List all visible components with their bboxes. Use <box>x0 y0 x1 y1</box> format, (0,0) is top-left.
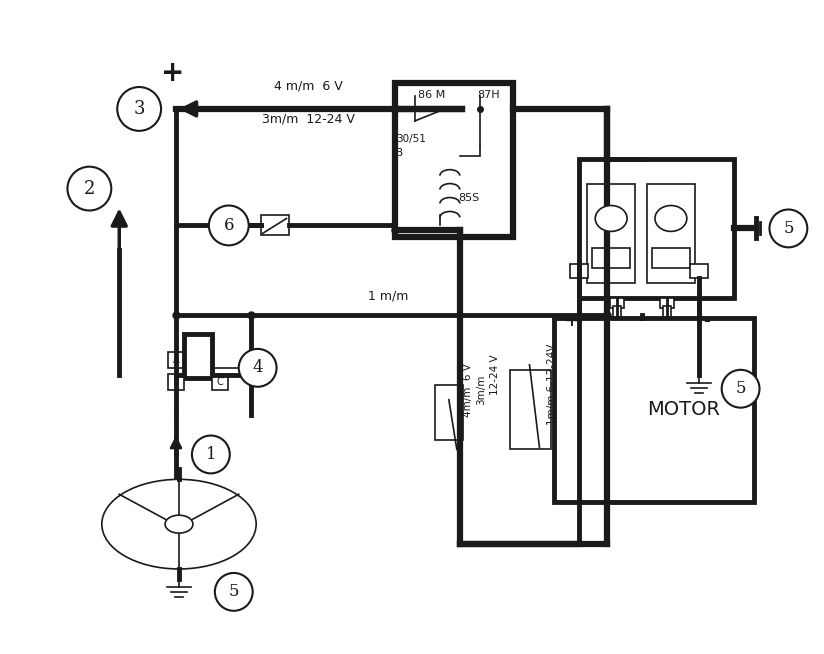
Text: 30/51: 30/51 <box>396 134 426 144</box>
Circle shape <box>239 349 277 387</box>
Bar <box>660 298 674 308</box>
Text: B: B <box>396 148 403 158</box>
Text: 5: 5 <box>783 220 794 237</box>
Bar <box>212 374 227 390</box>
Bar <box>690 264 708 278</box>
Circle shape <box>117 87 161 131</box>
Bar <box>509 370 551 449</box>
Text: 1: 1 <box>205 446 216 463</box>
Ellipse shape <box>595 205 627 232</box>
Text: C: C <box>217 377 223 387</box>
Text: 87H: 87H <box>478 90 500 100</box>
Text: 4 m/m  6 V: 4 m/m 6 V <box>274 80 343 93</box>
Text: 3m/m  12-24 V: 3m/m 12-24 V <box>262 113 355 126</box>
Text: 1 m/m: 1 m/m <box>368 289 408 302</box>
Bar <box>613 306 621 318</box>
Bar <box>555 318 753 502</box>
Text: +: + <box>162 59 185 87</box>
Bar <box>663 306 671 318</box>
Circle shape <box>215 573 253 611</box>
Text: MOTOR: MOTOR <box>648 400 720 419</box>
Ellipse shape <box>655 205 687 232</box>
Bar <box>395 83 513 237</box>
Text: 12-24 V: 12-24 V <box>489 354 499 395</box>
Text: 3: 3 <box>133 100 145 118</box>
Bar <box>260 215 288 235</box>
Text: 4m/m  6 V: 4m/m 6 V <box>463 363 473 417</box>
Bar <box>184 334 212 378</box>
Text: 5: 5 <box>228 583 239 600</box>
Bar <box>168 352 184 368</box>
Text: -: - <box>704 312 710 330</box>
Circle shape <box>192 436 230 473</box>
Circle shape <box>68 167 111 211</box>
Text: 2: 2 <box>84 180 95 198</box>
Text: 86 M: 86 M <box>418 90 445 100</box>
Bar <box>652 249 690 268</box>
Circle shape <box>722 370 760 407</box>
Bar <box>592 249 630 268</box>
Bar <box>610 298 624 308</box>
Text: +: + <box>564 312 578 330</box>
Text: 4: 4 <box>252 359 263 376</box>
Text: 85S: 85S <box>458 192 479 203</box>
Text: 6: 6 <box>223 217 234 234</box>
Text: A: A <box>173 355 180 365</box>
Text: 1m/m 6-12-24V: 1m/m 6-12-24V <box>547 344 557 426</box>
Text: 5: 5 <box>735 380 746 397</box>
Bar <box>570 264 588 278</box>
Bar <box>588 184 635 283</box>
Circle shape <box>770 209 808 247</box>
Bar <box>168 374 184 390</box>
Bar <box>435 385 463 439</box>
Ellipse shape <box>102 479 256 569</box>
Ellipse shape <box>165 515 193 533</box>
Circle shape <box>208 205 249 245</box>
Bar <box>579 159 733 298</box>
Bar <box>647 184 695 283</box>
Text: B: B <box>173 377 180 387</box>
Text: 3m/m: 3m/m <box>475 375 485 405</box>
